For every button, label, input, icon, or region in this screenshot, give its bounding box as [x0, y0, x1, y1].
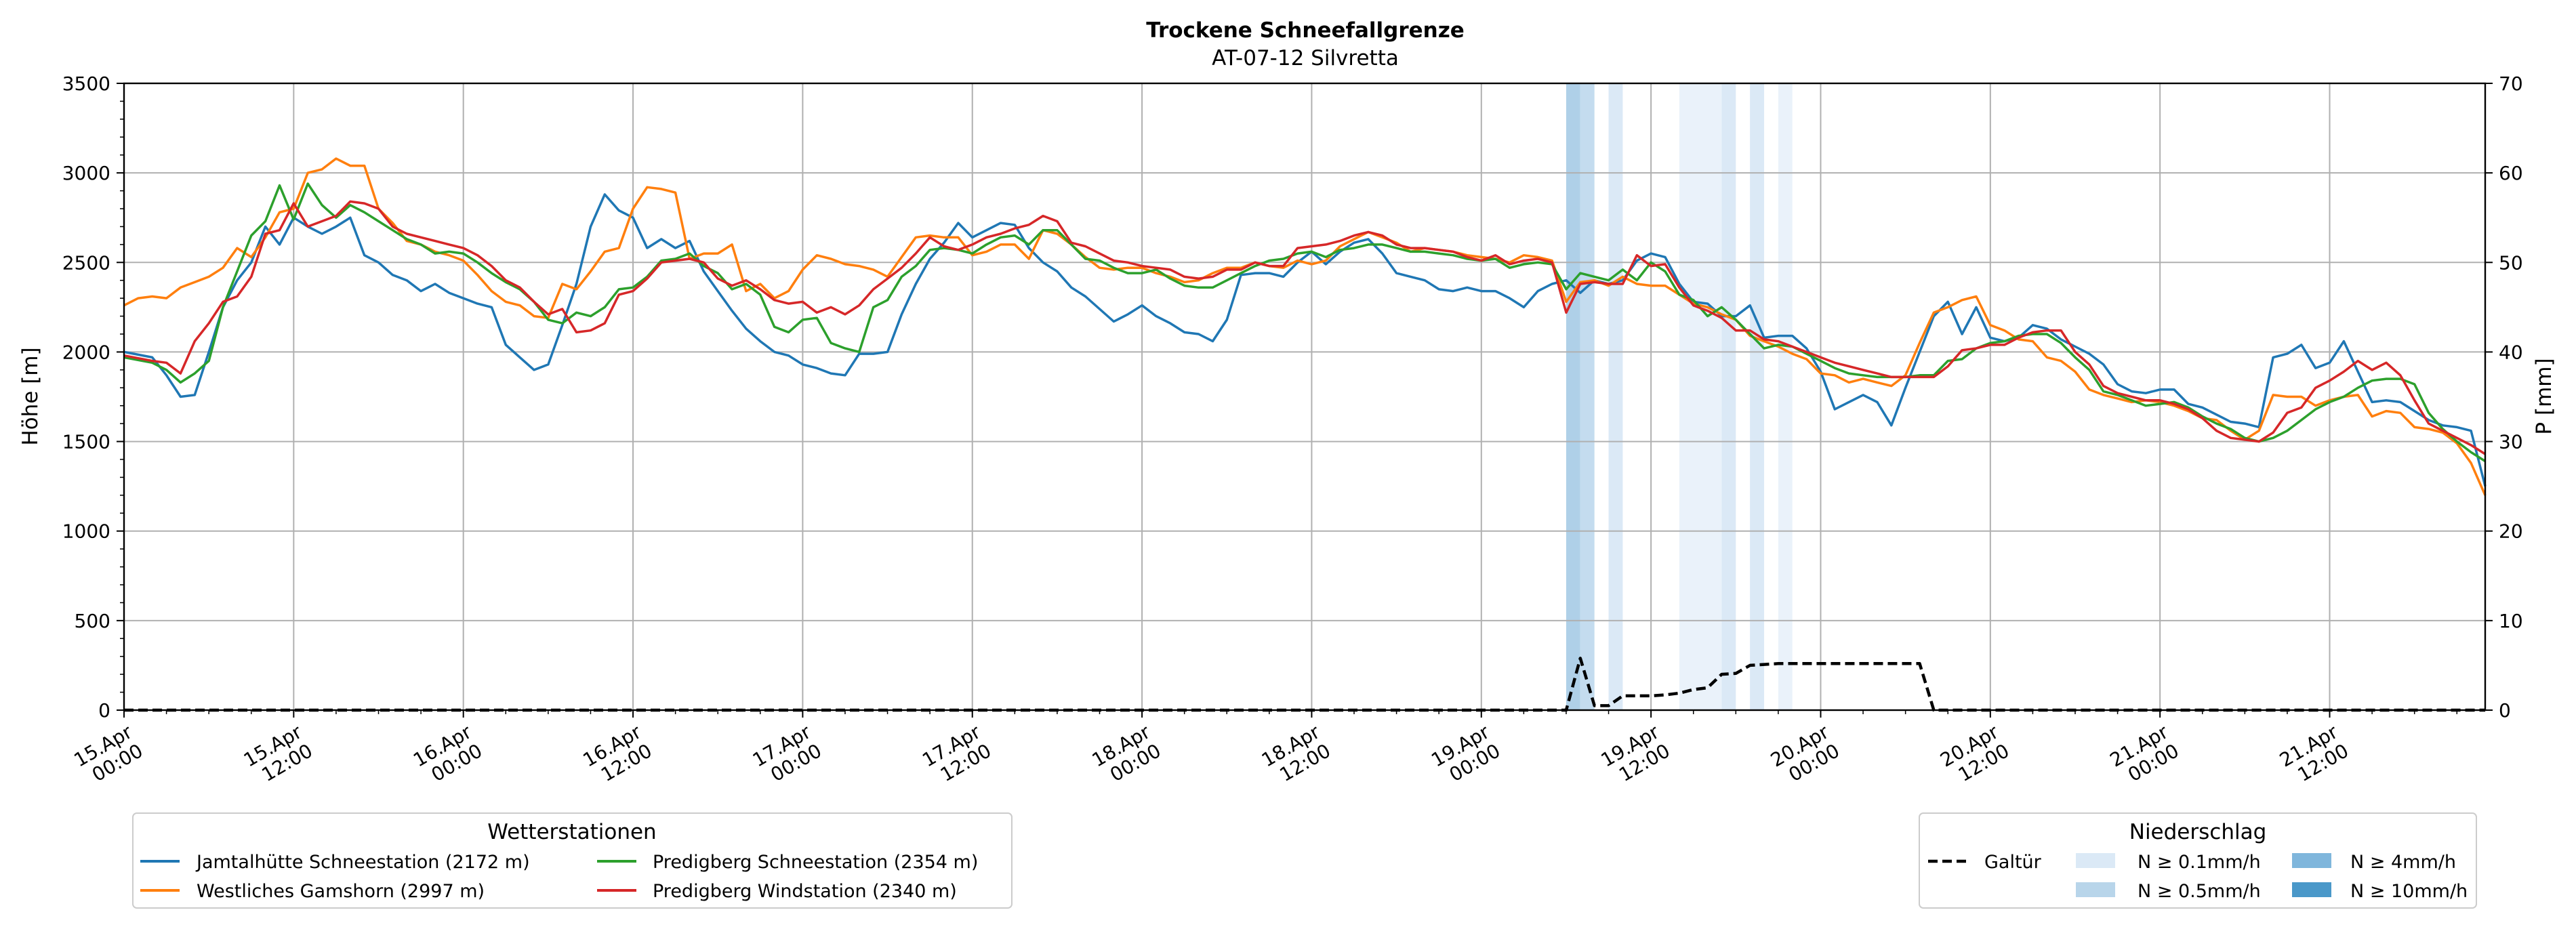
- y-tick-label-3: 1500: [62, 431, 110, 453]
- precip-band-2: [1608, 83, 1623, 710]
- legend-series-0-label: Jamtalhütte Schneestation (2172 m): [195, 852, 530, 873]
- legend-series-3-label: Predigberg Windstation (2340 m): [653, 881, 957, 902]
- chart-title: Trockene Schneefallgrenze: [1146, 18, 1465, 43]
- precip-band-3: [1679, 83, 1722, 710]
- y2-tick-label-3: 30: [2499, 431, 2523, 453]
- x-tick-label-6: 18.Apr00:00: [1088, 720, 1165, 790]
- x-tick-label-9: 19.Apr12:00: [1597, 720, 1674, 790]
- y2-axis-label: P [mm]: [2532, 358, 2556, 434]
- y-tick-label-0: 0: [98, 699, 110, 722]
- legend-precip-label-1: N ≥ 0.5mm/h: [2138, 881, 2261, 902]
- x-tick-label-1: 15.Apr12:00: [240, 720, 316, 790]
- x-tick-label-13: 21.Apr12:00: [2276, 720, 2352, 790]
- precip-band-6: [1778, 83, 1793, 710]
- y-tick-label-7: 3500: [62, 73, 110, 95]
- precipitation-bands: [1566, 83, 1793, 710]
- precip-band-0: [1566, 83, 1580, 710]
- y-tick-label-5: 2500: [62, 251, 110, 274]
- series-lines: [123, 157, 2487, 712]
- x-axis: 15.Apr00:00 15.Apr12:00 16.Apr00:00 16.Apr1…: [70, 710, 2458, 790]
- x-tick-label-0: 15.Apr00:00: [70, 720, 146, 790]
- series-line-3: [123, 200, 2486, 455]
- x-tick-label-12: 21.Apr00:00: [2106, 720, 2183, 790]
- y2-tick-label-1: 10: [2499, 610, 2523, 632]
- x-tick-label-2: 16.Apr00:00: [409, 720, 486, 790]
- x-tick-label-11: 20.Apr12:00: [1936, 720, 2013, 790]
- x-tick-label-10: 20.Apr00:00: [1767, 720, 1843, 790]
- x-tick-label-5: 17.Apr12:00: [918, 720, 995, 790]
- legend-precip-label-0: N ≥ 0.1mm/h: [2138, 852, 2261, 873]
- legend-precip-swatch-1: [2076, 882, 2115, 897]
- legend-precip-swatch-2: [2292, 853, 2331, 868]
- y-tick-label-4: 2000: [62, 341, 110, 363]
- plot-frame: [123, 82, 2487, 711]
- y2-tick-label-2: 20: [2499, 520, 2523, 543]
- series-line-2: [123, 182, 2486, 463]
- legend-galtur-label: Galtür: [1984, 852, 2042, 873]
- legend-stations: Wetterstationen Jamtalhütte Schneestatio…: [132, 812, 1013, 909]
- y2-tick-label-0: 0: [2499, 699, 2511, 722]
- y-tick-label-6: 3000: [62, 162, 110, 184]
- legend-precip-swatch-0: [2076, 853, 2115, 868]
- y-tick-label-2: 1000: [62, 520, 110, 543]
- legend-series-1-label: Westliches Gamshorn (2997 m): [197, 881, 485, 902]
- precip-band-1: [1580, 83, 1595, 710]
- y-axis-label: Höhe [m]: [18, 347, 43, 445]
- x-tick-label-8: 19.Apr00:00: [1427, 720, 1504, 790]
- legend-precipitation: Niederschlag Galtür N ≥ 0.1mm/h N ≥ 0.5m…: [1919, 812, 2477, 909]
- y-axis-left: 0 500 1000 1500 2000 2500 3000 3500: [62, 73, 124, 722]
- legend-precip-label-3: N ≥ 10mm/h: [2350, 881, 2468, 902]
- x-tick-label-3: 16.Apr12:00: [579, 720, 656, 790]
- y2-tick-label-7: 70: [2499, 73, 2523, 95]
- legend-stations-title: Wetterstationen: [487, 820, 656, 844]
- series-line-4: [124, 657, 2485, 712]
- chart-subtitle: AT-07-12 Silvretta: [1212, 46, 1399, 70]
- legend-precip-label-2: N ≥ 4mm/h: [2350, 852, 2456, 873]
- legend-stations-box: [132, 812, 1013, 909]
- x-tick-label-4: 17.Apr00:00: [749, 720, 825, 790]
- series-line-1: [123, 157, 2487, 496]
- x-tick-label-7: 18.Apr12:00: [1258, 720, 1334, 790]
- legend-precip-title: Niederschlag: [2129, 820, 2267, 844]
- legend-precip-swatch-3: [2292, 882, 2331, 897]
- series-line-0: [123, 193, 2487, 487]
- legend-precip-box: [1919, 812, 2477, 909]
- precip-band-5: [1750, 83, 1765, 710]
- y2-tick-label-4: 40: [2499, 341, 2523, 363]
- y2-tick-label-5: 50: [2499, 251, 2523, 274]
- y2-tick-label-6: 60: [2499, 162, 2523, 184]
- y-tick-label-1: 500: [75, 610, 110, 632]
- precip-band-4: [1721, 83, 1736, 710]
- y-axis-right: 0 10 20 30 40 50 60 70: [2485, 73, 2523, 722]
- legend-series-2-label: Predigberg Schneestation (2354 m): [653, 852, 978, 873]
